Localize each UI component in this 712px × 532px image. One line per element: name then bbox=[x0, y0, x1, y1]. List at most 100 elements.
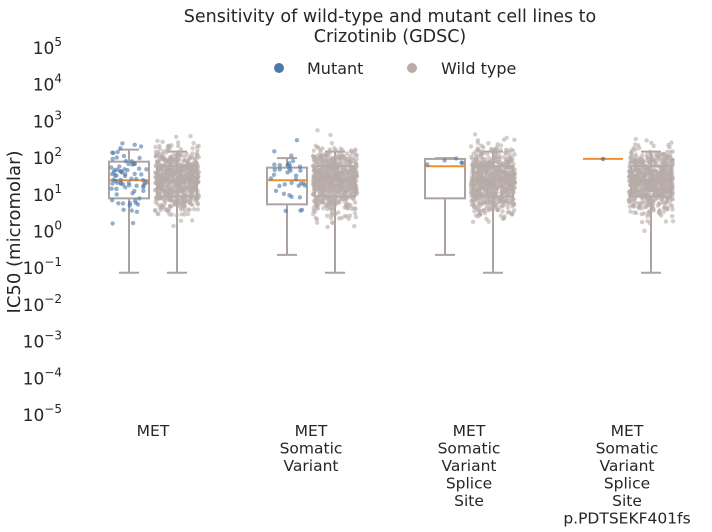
wildtype-point bbox=[315, 156, 320, 162]
y-axis-label: IC50 (micromolar) bbox=[4, 151, 25, 314]
wildtype-point bbox=[321, 206, 326, 211]
mutant-point bbox=[277, 162, 282, 168]
wildtype-point bbox=[486, 219, 491, 224]
wildtype-point bbox=[627, 190, 632, 195]
wildtype-point bbox=[191, 176, 196, 181]
wildtype-point bbox=[497, 160, 503, 165]
wildtype-point bbox=[176, 203, 181, 208]
mutant-point bbox=[132, 188, 137, 194]
x-tick-label-line: MET bbox=[137, 422, 170, 440]
wildtype-point bbox=[352, 211, 358, 216]
x-tick-label-line: Splice bbox=[446, 475, 492, 493]
wildtype-point bbox=[315, 128, 320, 133]
wildtype-point bbox=[318, 172, 323, 177]
wildtype-point bbox=[501, 203, 506, 208]
mutant-point bbox=[299, 207, 305, 213]
wildtype-point bbox=[643, 177, 648, 183]
wildtype-point bbox=[477, 211, 482, 217]
wildtype-point bbox=[664, 206, 669, 212]
wildtype-point bbox=[341, 193, 347, 198]
wildtype-point bbox=[644, 181, 649, 186]
y-tick-exponent: 0 bbox=[54, 219, 62, 233]
mutant-point bbox=[132, 171, 137, 177]
wildtype-point bbox=[315, 183, 320, 189]
wildtype-point bbox=[313, 215, 318, 221]
wildtype-point bbox=[475, 175, 480, 180]
wildtype-point bbox=[158, 155, 163, 160]
mutant-point bbox=[268, 176, 274, 181]
wildtype-point bbox=[648, 176, 653, 182]
wildtype-point bbox=[181, 196, 186, 201]
wildtype-point bbox=[492, 204, 497, 210]
wildtype-point bbox=[653, 179, 658, 185]
wildtype-point bbox=[160, 186, 165, 192]
wildtype-point bbox=[669, 181, 675, 187]
mutant-point bbox=[118, 146, 123, 151]
mutant-point bbox=[138, 144, 144, 149]
wildtype-point bbox=[183, 184, 188, 189]
mutant-point bbox=[127, 200, 133, 206]
wildtype-point bbox=[643, 187, 649, 192]
wildtype-point bbox=[512, 174, 517, 180]
mutant-point bbox=[109, 165, 114, 170]
wildtype-point bbox=[315, 206, 320, 211]
mutant-point bbox=[123, 172, 128, 177]
wildtype-point bbox=[469, 178, 474, 183]
mutant-point bbox=[296, 183, 301, 188]
wildtype-point bbox=[190, 146, 195, 151]
mutant-point bbox=[272, 162, 277, 167]
mutant-point bbox=[137, 196, 142, 201]
wildtype-point bbox=[656, 201, 661, 206]
wildtype-point bbox=[347, 174, 352, 179]
y-tick-base: 10 bbox=[23, 333, 45, 353]
wildtype-point bbox=[651, 208, 656, 213]
wildtype-point bbox=[153, 200, 158, 205]
wildtype-point bbox=[494, 155, 499, 161]
wildtype-point bbox=[626, 199, 632, 205]
wildtype-point bbox=[194, 188, 199, 194]
wildtype-point bbox=[653, 168, 658, 174]
wildtype-point bbox=[353, 160, 358, 165]
wildtype-point bbox=[472, 209, 477, 214]
y-tick-label: 10−2 bbox=[23, 292, 62, 316]
wildtype-point bbox=[647, 221, 653, 226]
mutant-point bbox=[459, 160, 464, 165]
wildtype-point bbox=[511, 202, 517, 207]
wildtype-point bbox=[339, 170, 345, 175]
x-tick-label-line: Somatic bbox=[280, 440, 343, 458]
wildtype-point bbox=[645, 151, 650, 157]
mutant-point bbox=[289, 180, 294, 186]
wildtype-point bbox=[506, 190, 511, 196]
y-tick-label: 101 bbox=[33, 182, 62, 206]
x-tick-label-line: MET bbox=[611, 422, 644, 440]
wildtype-point bbox=[188, 154, 193, 159]
mutant-point bbox=[116, 201, 121, 206]
wildtype-point bbox=[655, 173, 660, 178]
wildtype-point bbox=[657, 180, 663, 186]
wildtype-point bbox=[343, 163, 348, 168]
wildtype-point bbox=[195, 202, 200, 207]
wildtype-point bbox=[168, 204, 173, 209]
wildtype-point bbox=[503, 151, 509, 156]
wildtype-point bbox=[332, 146, 337, 151]
wildtype-point bbox=[353, 168, 358, 173]
mutant-point bbox=[293, 173, 299, 178]
wildtype-point bbox=[480, 193, 485, 198]
y-tick-exponent: 5 bbox=[54, 35, 62, 49]
y-tick-base: 10 bbox=[23, 369, 45, 389]
mutant-point bbox=[109, 186, 114, 191]
wildtype-point bbox=[509, 170, 515, 175]
wildtype-point bbox=[326, 187, 331, 192]
x-axis-labels: MET METSomaticVariantMETSomaticVariantSpl… bbox=[137, 422, 691, 528]
wildtype-point bbox=[666, 142, 671, 148]
wildtype-point bbox=[638, 192, 643, 198]
wildtype-point bbox=[325, 213, 330, 218]
mutant-point bbox=[297, 195, 303, 200]
wildtype-point bbox=[669, 140, 674, 145]
wildtype-point bbox=[471, 201, 476, 206]
mutant-point bbox=[271, 172, 277, 177]
wildtype-point bbox=[669, 204, 675, 209]
wildtype-point bbox=[481, 150, 487, 155]
legend-marker-wildtype bbox=[407, 63, 417, 73]
wildtype-point bbox=[342, 185, 347, 190]
